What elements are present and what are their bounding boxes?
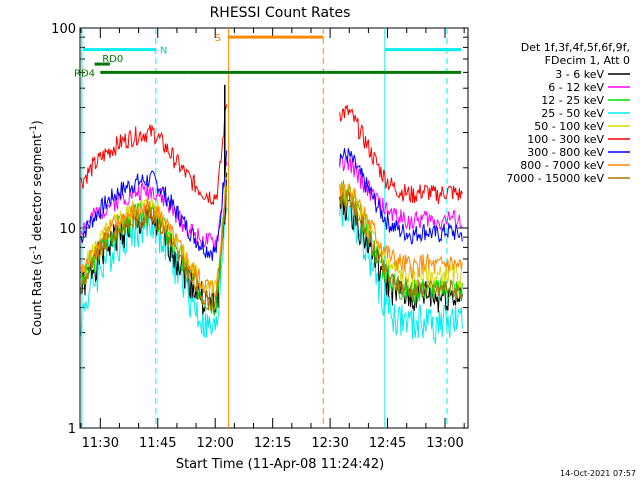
annotation-label-rd4: RD4 bbox=[74, 68, 95, 79]
legend-header-2: FDecim 1, Att 0 bbox=[545, 54, 630, 67]
y-axis-label-main: Count Rate (s bbox=[30, 254, 44, 336]
legend-label: 12 - 25 keV bbox=[541, 94, 604, 107]
x-tick-label: 12:30 bbox=[311, 436, 348, 451]
legend-label: 800 - 7000 keV bbox=[520, 159, 604, 172]
series-line-pre bbox=[80, 185, 228, 313]
x-axis-label: Start Time (11-Apr-08 11:24:42) bbox=[176, 457, 384, 472]
series-line-post bbox=[339, 181, 463, 280]
series-line-pre bbox=[80, 104, 228, 206]
series-line-pre bbox=[80, 158, 228, 251]
y-axis-label-sup2: -1 bbox=[29, 125, 39, 134]
series-line-pre bbox=[80, 150, 228, 261]
y-axis-label: Count Rate (s-1 detector segment-1) bbox=[29, 120, 44, 335]
footer-timestamp: 14-Oct-2021 07:57 bbox=[560, 469, 636, 478]
x-tick-label: 11:45 bbox=[139, 436, 176, 451]
legend-label: 100 - 300 keV bbox=[527, 133, 604, 146]
axis-ticks: 11:30 11:45 12:00 12:15 12:30 12:45 13:00 1 10 10… bbox=[51, 22, 468, 451]
legend-label: 6 - 12 keV bbox=[548, 81, 604, 94]
x-tick-label: 12:00 bbox=[196, 436, 233, 451]
annotation-lines bbox=[81, 28, 448, 428]
series-line-pre bbox=[80, 207, 228, 339]
annotation-bars: N S RD0 RD4 bbox=[74, 33, 462, 79]
x-tick-label: 12:45 bbox=[369, 436, 406, 451]
y-axis-label-mid: detector segment bbox=[30, 134, 44, 245]
x-tick-label: 12:15 bbox=[254, 436, 291, 451]
legend-header-1: Det 1f,3f,4f,5f,6f,9f, bbox=[521, 41, 630, 54]
y-tick-label: 10 bbox=[59, 222, 76, 237]
series-line-pre bbox=[80, 175, 228, 294]
legend-label: 3 - 6 keV bbox=[555, 68, 604, 81]
annotation-label-s: S bbox=[215, 33, 221, 44]
series-line-post bbox=[339, 194, 463, 344]
legend-label: 25 - 50 keV bbox=[541, 107, 604, 120]
legend-label: 300 - 800 keV bbox=[527, 146, 604, 159]
legend-label: 7000 - 15000 keV bbox=[506, 172, 604, 185]
y-tick-label: 100 bbox=[51, 22, 76, 37]
legend-label: 50 - 100 keV bbox=[534, 120, 604, 133]
series-line-post bbox=[339, 182, 463, 289]
chart-title: RHESSI Count Rates bbox=[210, 5, 351, 21]
x-tick-label: 11:30 bbox=[82, 436, 119, 451]
y-axis-label-end: ) bbox=[30, 120, 44, 125]
series-line-post bbox=[339, 105, 463, 205]
series-line-post bbox=[339, 148, 463, 245]
series-layer bbox=[80, 84, 463, 344]
series-line-post bbox=[339, 154, 463, 231]
y-tick-label: 1 bbox=[68, 422, 76, 437]
annotation-label-rd0: RD0 bbox=[102, 54, 123, 65]
x-tick-label: 13:00 bbox=[426, 436, 463, 451]
legend: Det 1f,3f,4f,5f,6f,9f, FDecim 1, Att 0 3… bbox=[506, 41, 630, 185]
annotation-label-n: N bbox=[160, 46, 167, 57]
series-line-post bbox=[339, 189, 463, 300]
y-axis-label-sup1: -1 bbox=[29, 245, 39, 254]
